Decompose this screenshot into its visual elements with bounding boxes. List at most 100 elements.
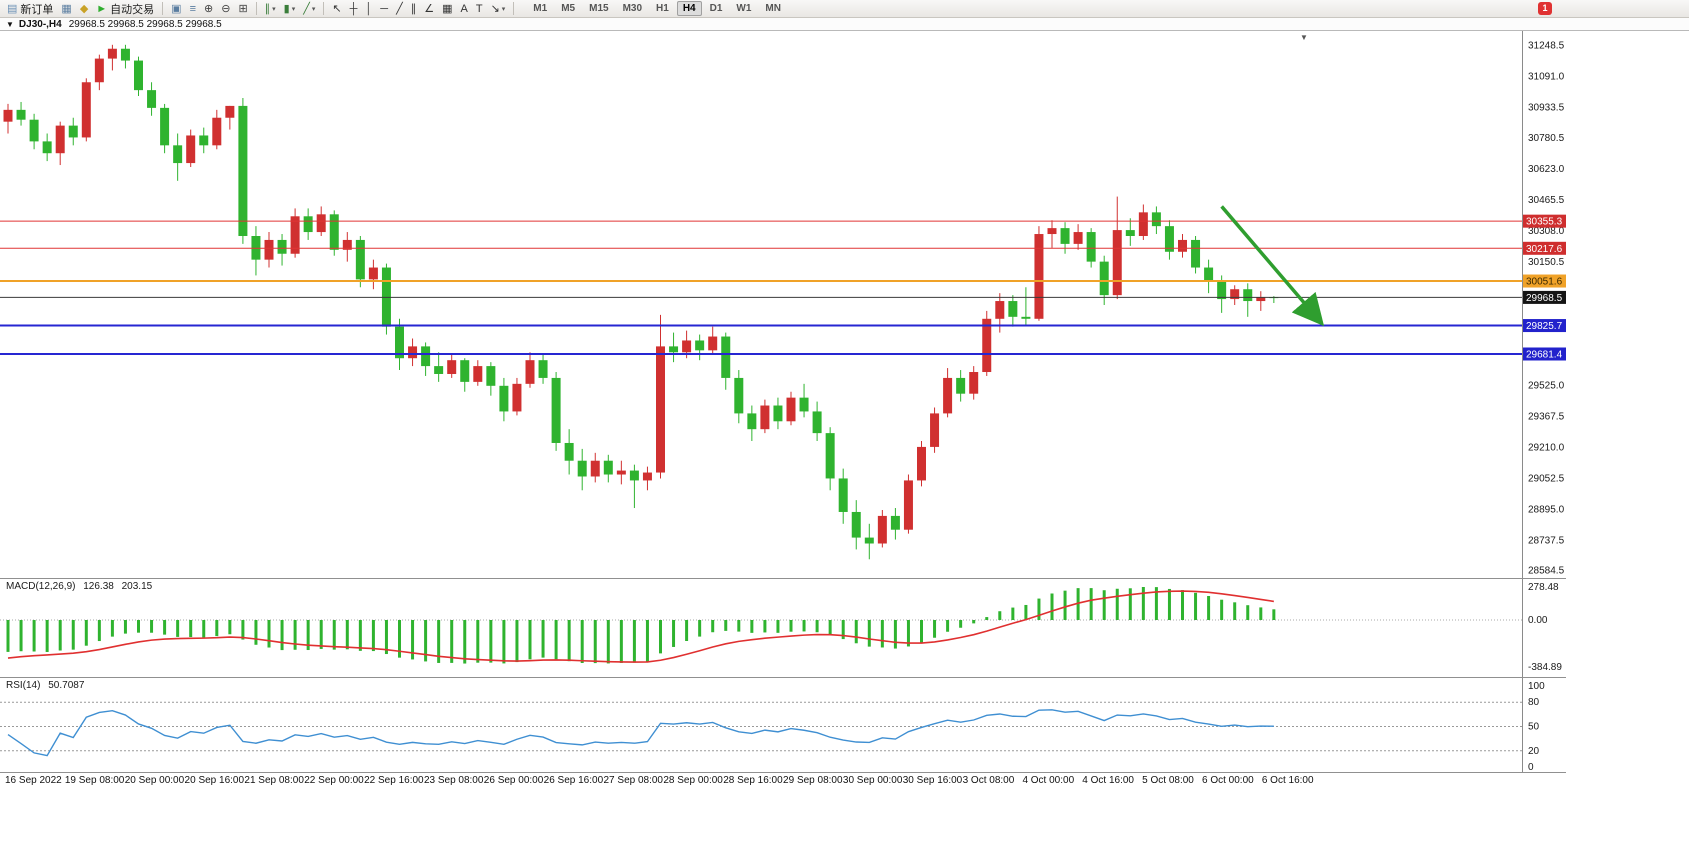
time-axis-label: 22 Sep 16:00 — [364, 775, 424, 786]
time-axis[interactable]: 16 Sep 2022 19 Sep 08:00 20 Sep 00:00 20 Se… — [0, 773, 1689, 789]
panel-divider[interactable] — [0, 772, 1566, 773]
crosshair-icon[interactable]: ┼ — [347, 1, 361, 17]
timeframe-m1[interactable]: M1 — [533, 3, 548, 14]
algo-trading-button[interactable]: ► 自动交易 — [93, 1, 157, 17]
chart-candles-icon[interactable]: ▮ ▾ — [281, 1, 299, 17]
candle — [94, 54, 104, 91]
notification-badge[interactable]: 1 — [1538, 2, 1552, 15]
candle — [303, 208, 313, 240]
text-label-icon[interactable]: T — [473, 1, 486, 17]
candle — [368, 259, 378, 290]
timeframe-w1[interactable]: W1 — [736, 3, 752, 14]
rsi-axis-label: 0 — [1528, 762, 1534, 772]
dropdown-caret-icon[interactable]: ▾ — [501, 5, 506, 13]
zoom-in-icon[interactable]: ⊕ — [201, 1, 216, 17]
rsi-header: RSI(14) 50.7087 — [6, 680, 89, 691]
price-axis-label: 30150.5 — [1528, 257, 1565, 268]
fibonacci-icon: ∠ — [424, 2, 435, 15]
cursor-icon[interactable]: ↖ — [329, 1, 344, 17]
candle — [3, 103, 13, 134]
candle — [969, 366, 979, 400]
candle — [943, 368, 953, 418]
timeframe-h4[interactable]: H4 — [676, 1, 702, 16]
candle — [851, 500, 861, 550]
text-label-icon: T — [475, 2, 483, 15]
main-chart[interactable]: 31248.5 31091.0 30933.5 30780.5 30623.0 30465… — [0, 31, 1689, 578]
timeframe-h1[interactable]: H1 — [656, 3, 669, 14]
candle — [603, 454, 613, 483]
candle — [499, 377, 509, 422]
panel-divider[interactable] — [0, 677, 1566, 678]
new-chart-icon[interactable]: ▦ — [58, 1, 74, 17]
candle — [616, 460, 626, 485]
candle — [917, 441, 926, 487]
timeframe-m5[interactable]: M5 — [561, 3, 576, 14]
candle — [68, 117, 78, 146]
price-axis-label: 29210.0 — [1528, 442, 1565, 453]
dropdown-caret-icon[interactable]: ▾ — [272, 5, 276, 13]
dropdown-caret-icon[interactable]: ▾ — [311, 5, 316, 13]
tile-windows-icon[interactable]: ⊞ — [235, 1, 250, 17]
toolbar-separator — [255, 2, 257, 15]
text-icon[interactable]: A — [457, 1, 470, 17]
macd-value-signal: 203.15 — [121, 581, 153, 592]
panel-divider[interactable] — [0, 578, 1566, 579]
candle — [799, 383, 809, 418]
arrows-icon[interactable]: ↘ ▾ — [488, 1, 509, 17]
candle — [877, 509, 887, 548]
tile-windows-icon: ⊞ — [238, 2, 248, 15]
new-order-button[interactable]: ▤ 新订单 — [4, 1, 56, 17]
macd-value-main: 126.38 — [83, 581, 114, 592]
timeframe-mn[interactable]: MN — [765, 3, 781, 14]
timeframe-m15[interactable]: M15 — [589, 3, 609, 14]
horizontal-line-icon[interactable]: ─ — [377, 1, 391, 17]
candle — [564, 429, 574, 475]
one-click-collapse-icon[interactable]: ▼ — [6, 19, 14, 29]
data-window-icon[interactable]: ▣ — [168, 1, 184, 17]
chart-ohlc-quotes: 29968.5 29968.5 29968.5 29968.5 — [68, 18, 222, 30]
crosshair-icon: ┼ — [349, 2, 358, 15]
market-watch-icon[interactable]: ≡ — [187, 1, 199, 17]
time-axis-label: 30 Sep 16:00 — [902, 775, 963, 786]
candle — [512, 377, 522, 416]
chart-symbol-period: DJ30-,H4 — [18, 18, 62, 30]
time-axis-label: 19 Sep 08:00 — [64, 775, 125, 786]
candle — [251, 226, 261, 276]
chart-line-icon[interactable]: ╱ ▾ — [300, 1, 318, 17]
fibonacci-icon[interactable]: ∠ — [421, 1, 437, 17]
rsi-axis-label: 50 — [1528, 722, 1540, 733]
vertical-line-icon[interactable]: │ — [362, 1, 375, 17]
candle — [773, 397, 783, 430]
support-1-price-label — [1523, 319, 1566, 333]
horizontal-line-icon: ─ — [380, 2, 389, 15]
candle — [747, 405, 757, 442]
timeframe-bar: M1 M5 M15 M30 H1 H4 D1 W1 MN — [526, 1, 788, 16]
candle — [238, 98, 248, 244]
zoom-out-icon[interactable]: ⊖ — [218, 1, 233, 17]
dropdown-caret-icon[interactable]: ▾ — [291, 5, 296, 13]
grid-icon[interactable]: ▦ — [439, 1, 455, 17]
timeframe-d1[interactable]: D1 — [709, 3, 723, 14]
new-order-button-label: 新订单 — [20, 3, 54, 16]
macd-panel[interactable]: 278.48 0.00 -384.89 — [0, 579, 1689, 677]
candle — [838, 468, 848, 524]
metaeditor-icon[interactable]: ◆ — [77, 1, 91, 17]
chart-bars-icon[interactable]: ∥ ▾ — [262, 1, 279, 17]
time-axis-label: 28 Sep 16:00 — [723, 775, 783, 786]
channel-icon[interactable]: ∥ — [408, 1, 420, 17]
timeframe-m30[interactable]: M30 — [622, 3, 643, 14]
time-axis-label: 23 Sep 08:00 — [423, 775, 484, 786]
candle — [264, 232, 274, 268]
rsi-panel[interactable]: 100 80 50 20 0 — [0, 678, 1689, 772]
time-axis-label: 6 Oct 16:00 — [1261, 775, 1314, 786]
candle — [173, 133, 183, 181]
chart-shift-marker-icon[interactable]: ▼ — [1300, 33, 1308, 42]
candle — [982, 310, 992, 376]
trendline-icon[interactable]: ╱ — [393, 1, 406, 17]
trend-arrow-object[interactable] — [1220, 205, 1325, 327]
candle — [355, 236, 365, 288]
candle — [1034, 226, 1044, 321]
new-chart-icon: ▦ — [61, 2, 72, 15]
candle — [525, 352, 535, 388]
macd-header: MACD(12,26,9) 126.38 203.15 — [6, 581, 157, 592]
